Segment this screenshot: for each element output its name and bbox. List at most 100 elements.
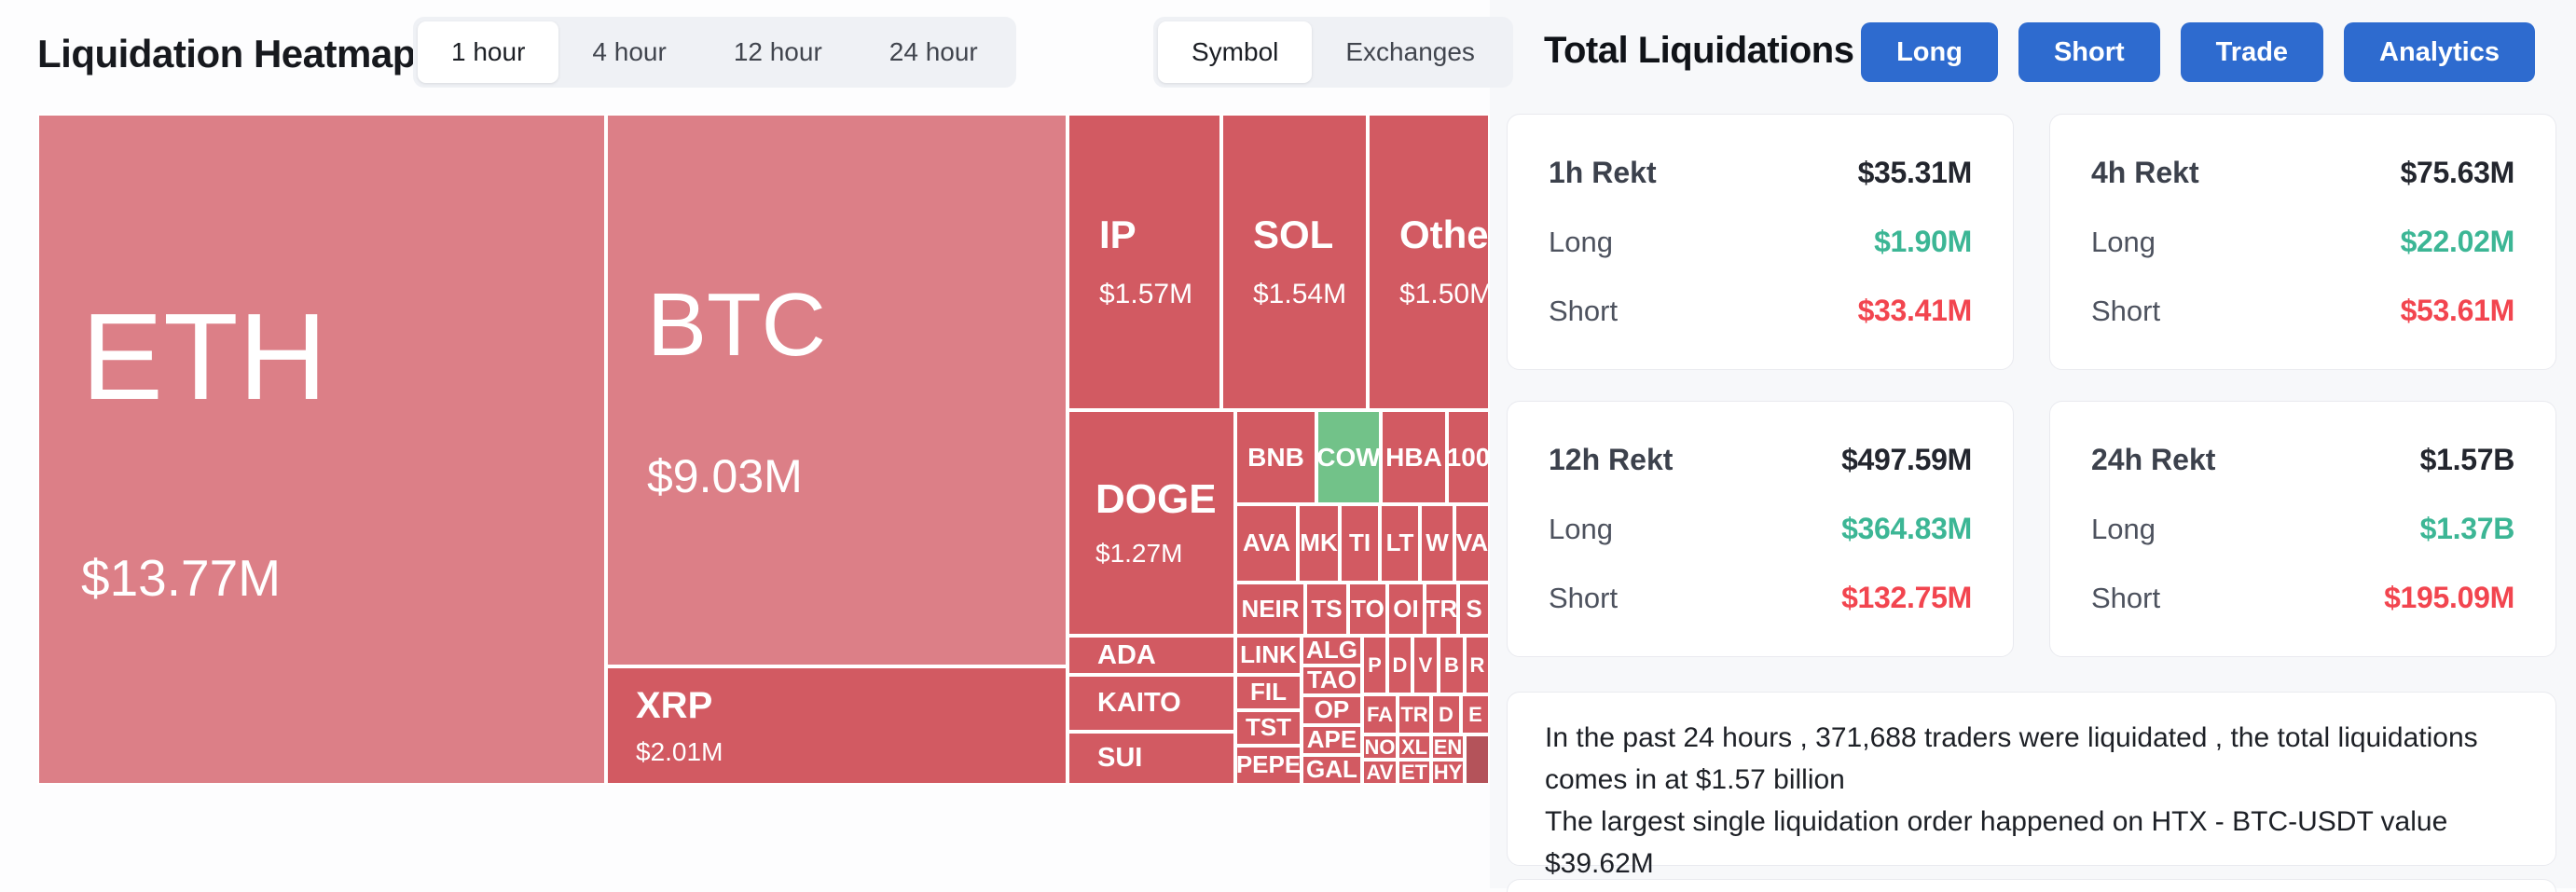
- cell-symbol: AV: [1366, 760, 1394, 784]
- heatmap-cell-op[interactable]: OP: [1302, 695, 1362, 725]
- heatmap-cell-doge[interactable]: DOGE $1.27M: [1068, 410, 1235, 636]
- heatmap-cell-r[interactable]: R: [1465, 636, 1490, 694]
- heatmap-cell-va[interactable]: VA: [1454, 504, 1490, 583]
- summary-line-1: In the past 24 hours , 371,688 traders w…: [1545, 722, 2478, 795]
- toggle-symbol[interactable]: Symbol: [1158, 21, 1313, 83]
- heatmap-cell-lt[interactable]: LT: [1380, 504, 1420, 583]
- cell-value: $13.77M: [81, 549, 282, 608]
- cell-symbol: TST: [1245, 713, 1292, 742]
- heatmap-cell-b[interactable]: B: [1439, 636, 1465, 694]
- heatmap-cell-eth[interactable]: ETH $13.77M: [37, 114, 606, 785]
- heatmap-cell-kaito[interactable]: KAITO: [1068, 675, 1235, 732]
- heatmap-cell-ava[interactable]: AVA: [1235, 504, 1298, 583]
- heatmap-cell-tst[interactable]: TST: [1235, 710, 1302, 746]
- long-label: Long: [2091, 512, 2156, 545]
- heatmap-cell-xl[interactable]: XL: [1398, 734, 1431, 760]
- heatmap-cell-no[interactable]: NO: [1362, 734, 1398, 760]
- long-value: $1.90M: [1874, 225, 1972, 258]
- cell-symbol: TO: [1351, 594, 1384, 623]
- heatmap-cell-e[interactable]: E: [1461, 694, 1490, 734]
- rekt-card-12h: 12h Rekt $497.59M Long $364.83M Short $132.…: [1507, 401, 2014, 657]
- heatmap-cell-ip[interactable]: IP $1.57M: [1068, 114, 1221, 410]
- heatmap-cell-cow[interactable]: COW: [1316, 410, 1381, 504]
- liquidation-summary-card: In the past 24 hours , 371,688 traders w…: [1507, 692, 2556, 879]
- next-card-peek: [1507, 879, 2556, 892]
- heatmap-cell-fa[interactable]: FA: [1362, 694, 1398, 734]
- cell-symbol: 100: [1447, 442, 1490, 472]
- heatmap-cell-ti[interactable]: TI: [1340, 504, 1380, 583]
- heatmap-cell-alg[interactable]: ALG: [1302, 636, 1362, 666]
- heatmap-cell-v[interactable]: V: [1412, 636, 1439, 694]
- heatmap-cell-tao[interactable]: TAO: [1302, 666, 1362, 695]
- cell-symbol: VA: [1455, 528, 1489, 557]
- heatmap-cell-hba[interactable]: HBA: [1381, 410, 1447, 504]
- page-title: Liquidation Heatmap: [37, 32, 416, 75]
- cell-symbol: SUI: [1097, 743, 1143, 774]
- heatmap-cell-xrp[interactable]: XRP $2.01M: [606, 666, 1068, 785]
- heatmap-cell-bnb[interactable]: BNB: [1235, 410, 1316, 504]
- heatmap-cell-sui[interactable]: SUI: [1068, 732, 1235, 785]
- tab-4-hour[interactable]: 4 hour: [592, 37, 667, 66]
- heatmap-cell-gal[interactable]: GAL: [1302, 755, 1362, 785]
- card-total: $1.57B: [2419, 443, 2515, 476]
- cell-symbol: TS: [1311, 594, 1343, 623]
- tab-1-hour[interactable]: 1 hour: [418, 21, 559, 83]
- analytics-button[interactable]: Analytics: [2344, 22, 2535, 82]
- heatmap-cell-ape[interactable]: APE: [1302, 725, 1362, 755]
- symbol-exchanges-toggle: Symbol Exchanges: [1153, 17, 1513, 88]
- heatmap-cell-tr[interactable]: TR: [1398, 694, 1431, 734]
- rekt-card-4h: 4h Rekt $75.63M Long $22.02M Short $53.61M: [2049, 114, 2556, 370]
- heatmap-cell-av[interactable]: AV: [1362, 760, 1398, 785]
- toggle-exchanges[interactable]: Exchanges: [1345, 37, 1475, 66]
- cell-symbol: COW: [1316, 442, 1381, 472]
- total-liquidations-title: Total Liquidations: [1544, 30, 1854, 71]
- heatmap-cell-fil[interactable]: FIL: [1235, 675, 1302, 710]
- heatmap-cell-unlabeled[interactable]: [1465, 734, 1490, 785]
- card-title: 24h Rekt: [2091, 443, 2216, 476]
- heatmap-cell-oi[interactable]: OI: [1387, 583, 1425, 636]
- cell-symbol: EN: [1433, 734, 1463, 759]
- heatmap-cell-sol[interactable]: SOL $1.54M: [1221, 114, 1368, 410]
- rekt-card-1h: 1h Rekt $35.31M Long $1.90M Short $33.41M: [1507, 114, 2014, 370]
- cell-value: $9.03M: [647, 450, 803, 503]
- long-label: Long: [2091, 225, 2156, 258]
- short-button[interactable]: Short: [2018, 22, 2160, 82]
- cell-symbol: ETH: [81, 287, 327, 425]
- tab-12-hour[interactable]: 12 hour: [733, 37, 822, 66]
- heatmap-cell-et[interactable]: ET: [1398, 760, 1431, 785]
- trade-button[interactable]: Trade: [2180, 22, 2324, 82]
- heatmap-cell-p[interactable]: P: [1362, 636, 1387, 694]
- cell-symbol: ET: [1400, 760, 1428, 784]
- cell-value: $1.27M: [1095, 539, 1183, 569]
- heatmap-cell-to[interactable]: TO: [1348, 583, 1387, 636]
- cell-symbol: IP: [1099, 213, 1136, 257]
- short-value: $195.09M: [2384, 581, 2514, 614]
- heatmap-cell-pepe[interactable]: PEPE: [1235, 746, 1302, 785]
- heatmap-cell-others[interactable]: Others $1.50M: [1368, 114, 1490, 410]
- heatmap-cell-w[interactable]: W: [1420, 504, 1454, 583]
- long-button[interactable]: Long: [1861, 22, 1998, 82]
- heatmap-cell-d[interactable]: D: [1387, 636, 1412, 694]
- cell-symbol: GAL: [1306, 755, 1357, 784]
- heatmap-cell-en[interactable]: EN: [1431, 734, 1465, 760]
- heatmap-cell-btc[interactable]: BTC $9.03M: [606, 114, 1068, 666]
- heatmap-cell-ada[interactable]: ADA: [1068, 636, 1235, 675]
- heatmap-cell-tr[interactable]: TR: [1425, 583, 1458, 636]
- heatmap-cell-ts[interactable]: TS: [1305, 583, 1348, 636]
- heatmap-cell-hy[interactable]: HY: [1431, 760, 1465, 785]
- heatmap-cell-100[interactable]: 100: [1447, 410, 1490, 504]
- heatmap-cell-neir[interactable]: NEIR: [1235, 583, 1305, 636]
- heatmap-cell-mk[interactable]: MK: [1298, 504, 1340, 583]
- heatmap-cell-s[interactable]: S: [1458, 583, 1490, 636]
- short-label: Short: [2091, 294, 2161, 327]
- cell-symbol: APE: [1306, 725, 1357, 754]
- card-title: 4h Rekt: [2091, 156, 2199, 189]
- cell-symbol: E: [1468, 702, 1482, 726]
- cell-symbol: OP: [1314, 695, 1350, 724]
- tab-24-hour[interactable]: 24 hour: [889, 37, 978, 66]
- cell-symbol: S: [1466, 594, 1482, 623]
- heatmap-cell-d[interactable]: D: [1431, 694, 1461, 734]
- cell-symbol: KAITO: [1097, 688, 1181, 719]
- heatmap-cell-link[interactable]: LINK: [1235, 636, 1302, 675]
- rekt-card-24h: 24h Rekt $1.57B Long $1.37B Short $195.09M: [2049, 401, 2556, 657]
